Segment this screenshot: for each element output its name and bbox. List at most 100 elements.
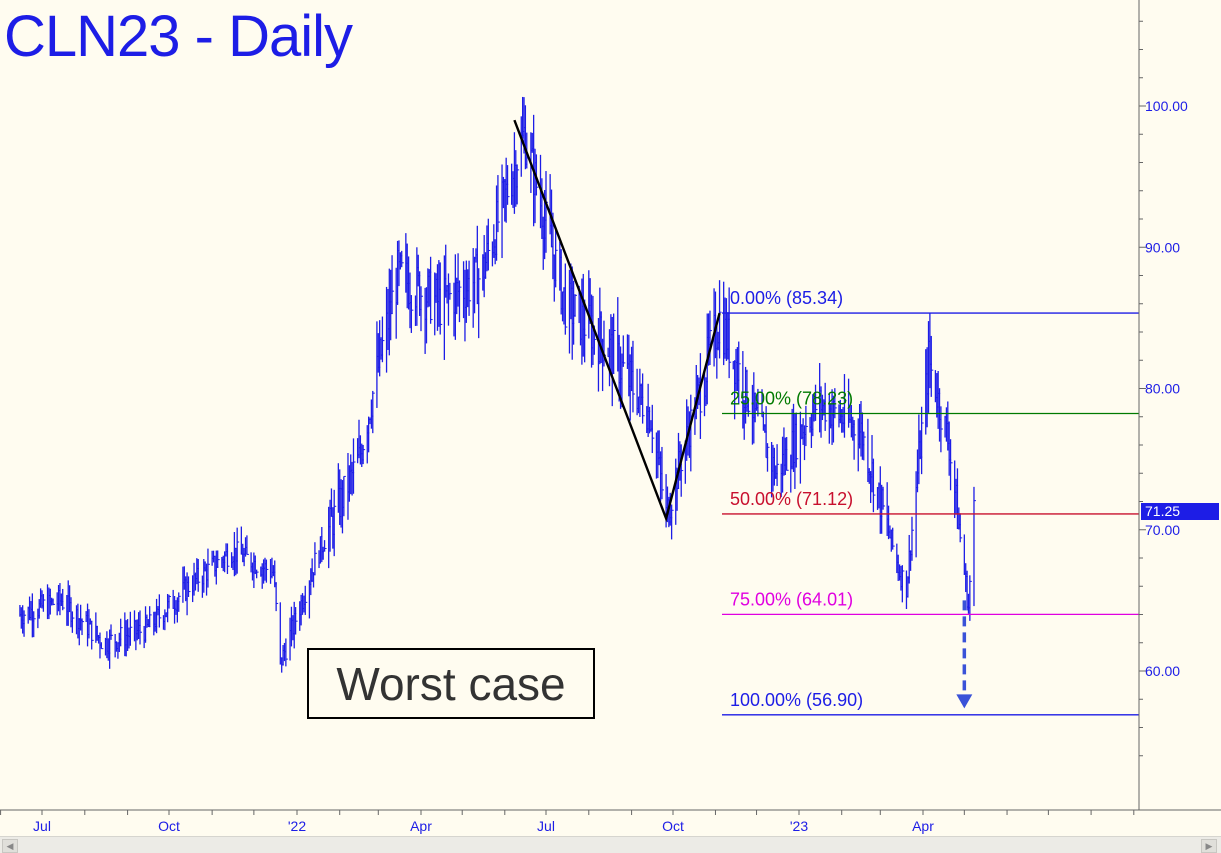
x-tick-label: '22 (288, 818, 306, 834)
price-bar (535, 154, 539, 196)
fib-level-label: 50.00% (71.12) (730, 489, 853, 509)
price-bar (766, 443, 770, 472)
price-bar (949, 439, 953, 491)
price-bar (795, 412, 799, 468)
price-bar (197, 559, 201, 592)
fib-level-label: 75.00% (64.01) (730, 589, 853, 609)
price-bar (71, 611, 75, 633)
chart-title: CLN23 - Daily (4, 4, 353, 69)
price-bar (391, 255, 395, 314)
scroll-right-icon[interactable]: ▶ (1201, 839, 1217, 853)
price-bar (449, 282, 452, 300)
price-bar (564, 263, 568, 335)
price-bar (805, 405, 808, 447)
fib-level-label: 25.00% (78.23) (730, 389, 853, 409)
price-bar (52, 598, 56, 606)
price-bar (699, 353, 703, 439)
x-tick-label: Jul (33, 818, 51, 834)
price-bar (776, 444, 780, 487)
y-tick-label: 100.00 (1145, 98, 1188, 114)
price-bar (911, 516, 914, 561)
target-arrow (956, 600, 973, 709)
price-bar (439, 262, 443, 335)
price-bar (265, 559, 269, 583)
price-bar (670, 504, 674, 540)
price-bar (294, 607, 298, 635)
price-bar (304, 585, 308, 615)
price-bar (574, 294, 577, 317)
price-bar (155, 598, 159, 634)
price-bar (641, 373, 645, 424)
y-tick-label: 70.00 (1145, 522, 1180, 538)
price-bar (814, 384, 818, 421)
price-bar (168, 594, 171, 609)
price-bar (279, 602, 283, 665)
price-bar (920, 406, 924, 475)
x-tick-label: Apr (410, 818, 432, 834)
x-tick-label: Oct (662, 818, 684, 834)
price-bars (19, 96, 976, 673)
price-bar (420, 286, 423, 332)
price-bar (100, 642, 104, 650)
price-bar (81, 618, 85, 636)
price-bar (478, 268, 481, 339)
price-bar (352, 438, 356, 494)
price-bar (661, 446, 664, 500)
horizontal-scrollbar[interactable]: ◀ ▶ (0, 836, 1221, 853)
price-bar (129, 611, 133, 646)
x-tick-label: Oct (158, 818, 180, 834)
price-bar (468, 260, 472, 316)
price-bar (843, 374, 847, 438)
price-bar (91, 620, 94, 650)
fib-level-label: 0.00% (85.34) (730, 288, 843, 308)
chart-axes: 60.00 70.00 80.00 90.00 100.00 Jul Oct '22 Apr Ju… (0, 0, 1221, 834)
price-bar (33, 611, 36, 638)
price-bar (226, 543, 230, 574)
price-bar (362, 444, 366, 465)
price-bar (728, 287, 732, 379)
price-bar (497, 175, 500, 233)
price-bar (42, 594, 46, 612)
price-bar (323, 540, 327, 552)
price-bar (718, 280, 722, 359)
fib-level-label: 100.00% (56.90) (730, 690, 863, 710)
price-bar (632, 340, 635, 413)
y-tick-label: 60.00 (1145, 663, 1180, 679)
x-tick-label: Jul (537, 818, 555, 834)
price-bar (690, 394, 693, 472)
price-bar (969, 575, 972, 621)
price-bar (973, 486, 976, 607)
price-bar (786, 437, 789, 471)
price-bar (372, 390, 375, 434)
price-bar (824, 382, 828, 431)
price-bar (853, 420, 857, 460)
price-bar (487, 218, 491, 271)
price-bar (863, 431, 866, 461)
price-bar (275, 582, 279, 612)
price-bar (381, 316, 385, 363)
price-bar (187, 576, 191, 598)
price-bar (545, 171, 548, 253)
target-arrow-head (956, 694, 973, 709)
price-bar (901, 565, 905, 603)
price-bar (429, 256, 433, 324)
price-bar (716, 322, 719, 379)
price-bar (256, 569, 259, 579)
price-bar (246, 535, 249, 555)
price-bar (217, 550, 220, 568)
price-bar (178, 592, 181, 612)
scroll-left-icon[interactable]: ◀ (2, 839, 18, 853)
price-bar (473, 256, 477, 314)
price-bar (207, 548, 210, 588)
price-bar (882, 486, 886, 510)
price-bar (872, 458, 876, 513)
price-bar (285, 638, 288, 667)
price-bar (410, 295, 414, 333)
price-bar (799, 411, 803, 484)
price-bar (110, 624, 114, 640)
y-tick-label: 90.00 (1145, 239, 1180, 255)
price-bar (236, 527, 240, 574)
price-bar (62, 588, 65, 611)
price-bar (612, 313, 616, 375)
